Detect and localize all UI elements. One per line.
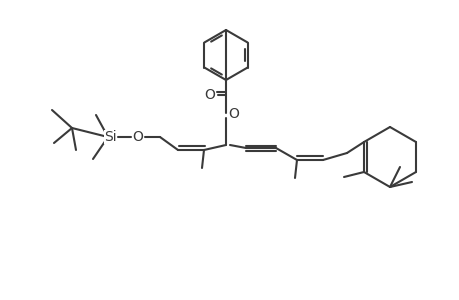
Text: O: O [228, 107, 239, 121]
Text: O: O [132, 130, 143, 144]
Text: Si: Si [103, 130, 116, 144]
Text: O: O [204, 88, 215, 102]
